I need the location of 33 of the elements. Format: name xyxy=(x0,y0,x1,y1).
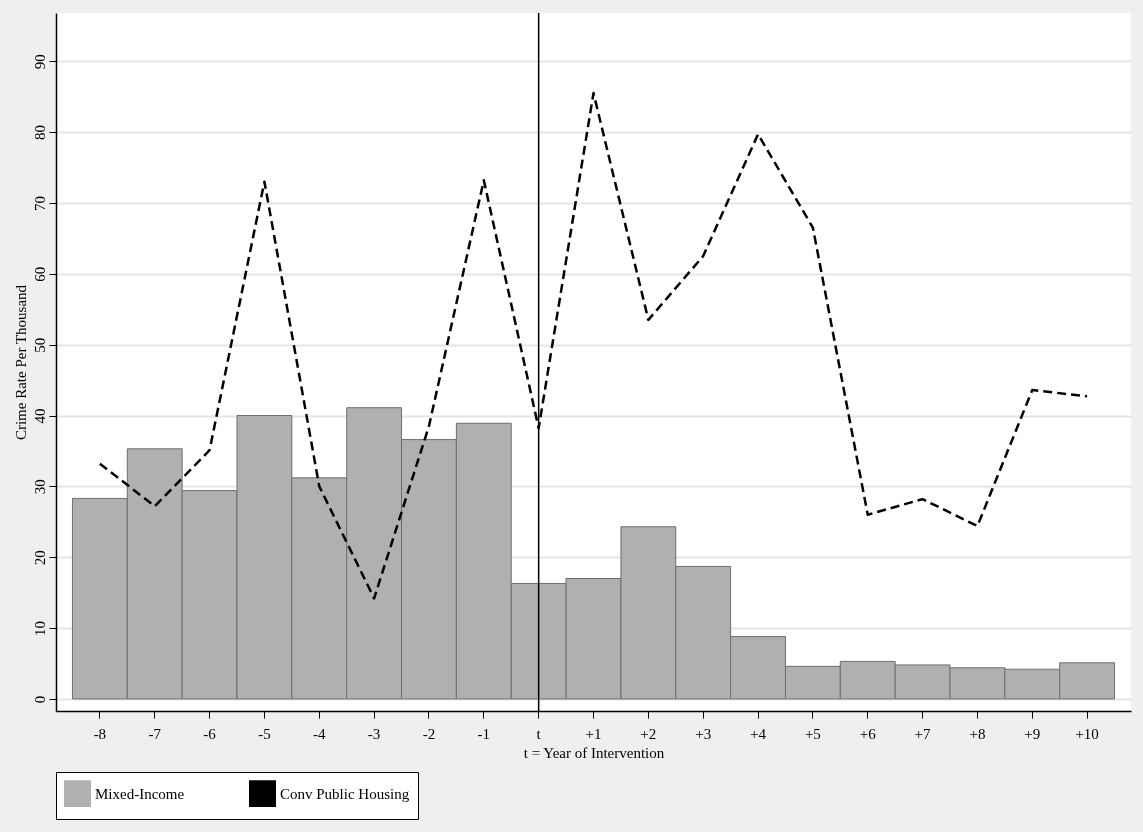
y-axis-title: Crime Rate Per Thousand xyxy=(12,284,29,441)
x-tick-label: -1 xyxy=(477,725,491,742)
y-tick-label: 70 xyxy=(31,195,48,211)
y-tick-label: 10 xyxy=(31,621,48,637)
x-tick-label: +5 xyxy=(804,725,821,742)
x-tick-label: -4 xyxy=(313,725,327,742)
x-tick-label: -2 xyxy=(422,725,436,742)
x-tick-label: +10 xyxy=(1075,725,1099,742)
y-tick-label: 0 xyxy=(31,695,48,704)
x-tick-label: -6 xyxy=(203,725,217,742)
x-axis-title: t = Year of Intervention xyxy=(523,744,665,761)
x-tick-label: -3 xyxy=(367,725,381,742)
x-tick-label: +8 xyxy=(969,725,986,742)
legend-label: Mixed-Income xyxy=(95,785,185,802)
x-tick-label: +2 xyxy=(640,725,657,742)
x-tick-label: -5 xyxy=(258,725,271,742)
y-tick-label: 40 xyxy=(31,408,48,424)
y-tick-label: 90 xyxy=(31,54,48,70)
x-tick-label: t xyxy=(536,725,542,742)
x-tick-label: +6 xyxy=(859,725,877,742)
y-tick-label: 20 xyxy=(31,550,48,566)
y-tick-label: 30 xyxy=(31,479,48,495)
x-tick-label: +1 xyxy=(585,725,602,742)
x-tick-label: +9 xyxy=(1024,725,1041,742)
x-tick-label: +3 xyxy=(695,725,712,742)
y-tick-label: 60 xyxy=(31,266,48,282)
x-tick-label: +4 xyxy=(750,725,767,742)
x-tick-label: -8 xyxy=(93,725,107,742)
x-tick-label: +7 xyxy=(914,725,932,742)
y-tick-label: 50 xyxy=(31,337,48,353)
y-tick-label: 80 xyxy=(31,125,48,141)
x-tick-label: -7 xyxy=(148,725,162,742)
legend-label: Conv Public Housing xyxy=(280,785,410,802)
